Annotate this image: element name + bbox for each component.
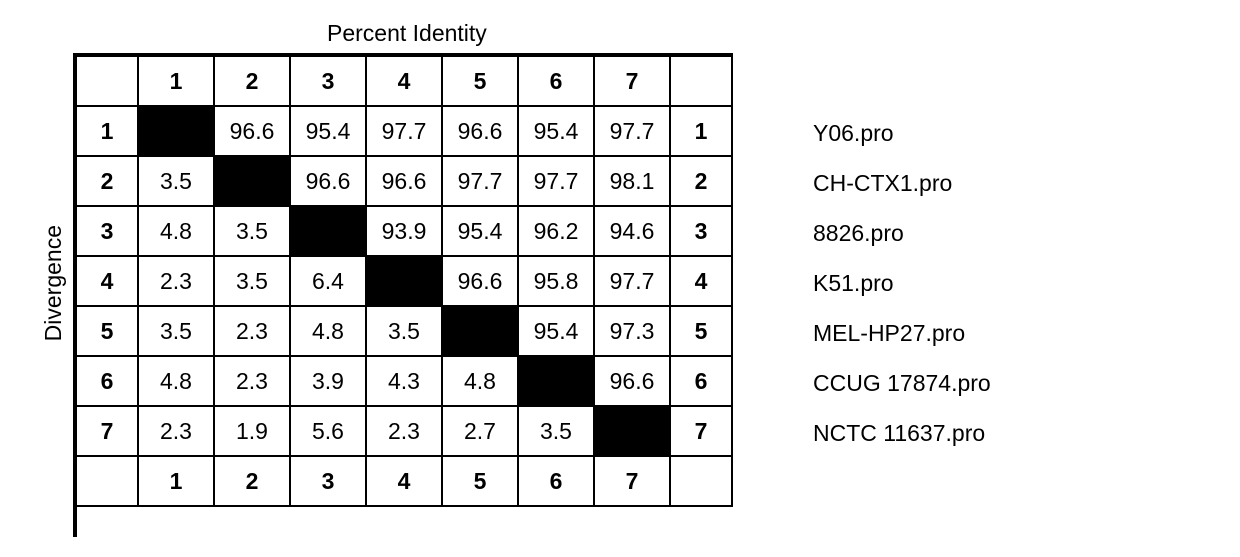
matrix-cell: 95.4 bbox=[290, 106, 366, 156]
matrix-cell: 2.7 bbox=[442, 406, 518, 456]
table-block: 1234567196.695.497.796.695.497.7123.596.… bbox=[73, 53, 733, 537]
matrix-cell: 4.8 bbox=[138, 356, 214, 406]
identity-matrix-table: 1234567196.695.497.796.695.497.7123.596.… bbox=[73, 53, 733, 507]
legend-item: K51.pro bbox=[813, 258, 991, 308]
row-header-right: 3 bbox=[670, 206, 732, 256]
left-border-tail bbox=[73, 507, 733, 537]
row-header-left: 5 bbox=[75, 306, 138, 356]
matrix-cell: 4.3 bbox=[366, 356, 442, 406]
y-axis-label: Divergence bbox=[40, 225, 67, 341]
legend-item: 8826.pro bbox=[813, 208, 991, 258]
main-column: Percent Identity 1234567196.695.497.796.… bbox=[73, 20, 991, 537]
legend-item: Y06.pro bbox=[813, 108, 991, 158]
legend: Y06.proCH-CTX1.pro8826.proK51.proMEL-HP2… bbox=[813, 53, 991, 458]
matrix-cell: 3.5 bbox=[366, 306, 442, 356]
matrix-cell: 94.6 bbox=[594, 206, 670, 256]
matrix-cell: 97.7 bbox=[518, 156, 594, 206]
matrix-cell: 96.6 bbox=[290, 156, 366, 206]
matrix-cell: 2.3 bbox=[138, 256, 214, 306]
matrix-cell: 4.8 bbox=[138, 206, 214, 256]
col-header: 7 bbox=[594, 55, 670, 106]
matrix-cell: 97.7 bbox=[594, 106, 670, 156]
matrix-cell: 3.5 bbox=[138, 306, 214, 356]
col-header: 5 bbox=[442, 55, 518, 106]
matrix-cell bbox=[518, 356, 594, 406]
matrix-cell: 98.1 bbox=[594, 156, 670, 206]
matrix-cell bbox=[366, 256, 442, 306]
matrix-cell: 96.6 bbox=[442, 256, 518, 306]
matrix-cell: 95.8 bbox=[518, 256, 594, 306]
matrix-cell: 2.3 bbox=[366, 406, 442, 456]
matrix-cell: 1.9 bbox=[214, 406, 290, 456]
row-header-right: 2 bbox=[670, 156, 732, 206]
matrix-cell: 2.3 bbox=[214, 356, 290, 406]
row-header-left: 7 bbox=[75, 406, 138, 456]
matrix-cell bbox=[594, 406, 670, 456]
col-header: 6 bbox=[518, 55, 594, 106]
matrix-cell: 96.6 bbox=[594, 356, 670, 406]
matrix-cell: 2.3 bbox=[214, 306, 290, 356]
table-and-legend: 1234567196.695.497.796.695.497.7123.596.… bbox=[73, 53, 991, 537]
col-header: 2 bbox=[214, 55, 290, 106]
row-header-left: 2 bbox=[75, 156, 138, 206]
matrix-cell bbox=[290, 206, 366, 256]
matrix-cell: 96.2 bbox=[518, 206, 594, 256]
col-header: 1 bbox=[138, 55, 214, 106]
matrix-cell bbox=[442, 306, 518, 356]
matrix-cell: 93.9 bbox=[366, 206, 442, 256]
row-header-left: 4 bbox=[75, 256, 138, 306]
matrix-cell: 4.8 bbox=[290, 306, 366, 356]
legend-item: NCTC 11637.pro bbox=[813, 408, 991, 458]
col-footer: 6 bbox=[518, 456, 594, 506]
matrix-cell bbox=[138, 106, 214, 156]
row-header-right: 4 bbox=[670, 256, 732, 306]
matrix-cell bbox=[214, 156, 290, 206]
col-footer: 1 bbox=[138, 456, 214, 506]
matrix-cell: 3.5 bbox=[518, 406, 594, 456]
matrix-cell: 97.3 bbox=[594, 306, 670, 356]
legend-item: CH-CTX1.pro bbox=[813, 158, 991, 208]
col-footer: 7 bbox=[594, 456, 670, 506]
matrix-cell: 96.6 bbox=[214, 106, 290, 156]
legend-item: CCUG 17874.pro bbox=[813, 358, 991, 408]
row-header-right: 5 bbox=[670, 306, 732, 356]
matrix-cell: 3.5 bbox=[138, 156, 214, 206]
matrix-cell: 3.5 bbox=[214, 256, 290, 306]
col-footer: 2 bbox=[214, 456, 290, 506]
col-footer: 4 bbox=[366, 456, 442, 506]
row-header-left: 3 bbox=[75, 206, 138, 256]
row-header-left: 1 bbox=[75, 106, 138, 156]
matrix-cell: 96.6 bbox=[366, 156, 442, 206]
matrix-cell: 4.8 bbox=[442, 356, 518, 406]
matrix-cell: 2.3 bbox=[138, 406, 214, 456]
matrix-cell: 3.5 bbox=[214, 206, 290, 256]
figure-wrapper: Divergence Percent Identity 1234567196.6… bbox=[40, 20, 1200, 537]
matrix-cell: 97.7 bbox=[442, 156, 518, 206]
row-header-right: 7 bbox=[670, 406, 732, 456]
matrix-cell: 96.6 bbox=[442, 106, 518, 156]
col-footer: 3 bbox=[290, 456, 366, 506]
matrix-cell: 6.4 bbox=[290, 256, 366, 306]
row-header-right: 6 bbox=[670, 356, 732, 406]
matrix-cell: 95.4 bbox=[442, 206, 518, 256]
legend-item: MEL-HP27.pro bbox=[813, 308, 991, 358]
row-header-right: 1 bbox=[670, 106, 732, 156]
col-header: 3 bbox=[290, 55, 366, 106]
matrix-cell: 97.7 bbox=[366, 106, 442, 156]
matrix-cell: 5.6 bbox=[290, 406, 366, 456]
col-header: 4 bbox=[366, 55, 442, 106]
y-axis-column: Divergence bbox=[40, 20, 73, 537]
matrix-cell: 97.7 bbox=[594, 256, 670, 306]
row-header-left: 6 bbox=[75, 356, 138, 406]
title: Percent Identity bbox=[73, 20, 991, 53]
matrix-cell: 95.4 bbox=[518, 306, 594, 356]
matrix-cell: 3.9 bbox=[290, 356, 366, 406]
matrix-cell: 95.4 bbox=[518, 106, 594, 156]
col-footer: 5 bbox=[442, 456, 518, 506]
